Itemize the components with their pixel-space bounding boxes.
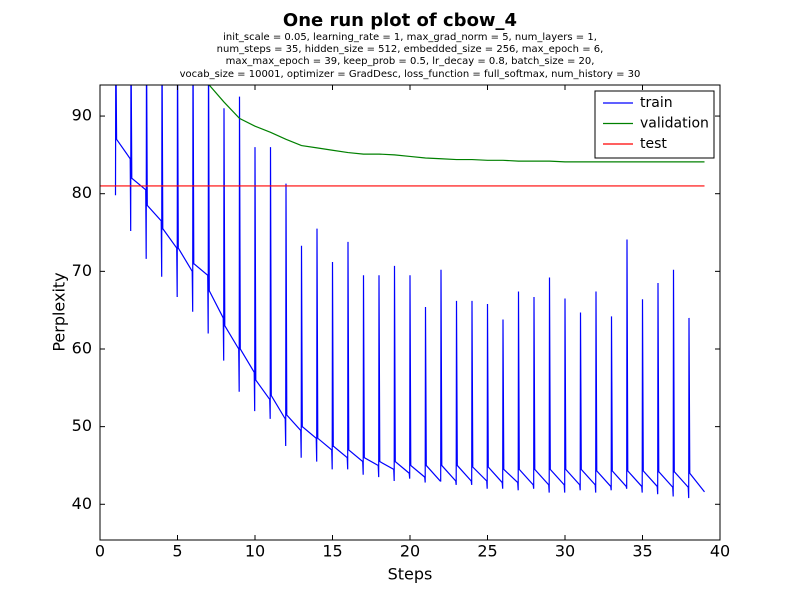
y-axis-label: Perplexity [50, 272, 69, 351]
x-tick-label: 10 [245, 542, 265, 561]
subtitle-line: vocab_size = 10001, optimizer = GradDesc… [180, 69, 641, 80]
legend-box [594, 90, 715, 159]
y-tick-label: 80 [72, 183, 92, 202]
x-tick-label: 30 [555, 542, 575, 561]
x-tick-label: 15 [322, 542, 342, 561]
x-tick-label: 40 [710, 542, 730, 561]
chart-title: One run plot of cbow_4 [283, 10, 517, 31]
x-tick-label: 35 [632, 542, 652, 561]
x-tick-label: 0 [95, 542, 105, 561]
legend-label: validation [640, 116, 709, 132]
subtitle-line: max_max_epoch = 39, keep_prob = 0.5, lr_… [226, 56, 595, 67]
x-tick-label: 25 [477, 542, 497, 561]
subtitle-line: num_steps = 35, hidden_size = 512, embed… [217, 44, 604, 55]
legend-label: train [640, 95, 673, 111]
x-axis-label: Steps [388, 565, 433, 584]
y-tick-label: 40 [72, 494, 92, 513]
legend-label: test [640, 136, 667, 152]
y-tick-label: 90 [72, 106, 92, 125]
series-line [114, 85, 705, 499]
plot-area [100, 85, 705, 499]
subtitle-line: init_scale = 0.05, learning_rate = 1, ma… [223, 32, 597, 43]
series-line [208, 85, 705, 163]
y-tick-label: 50 [72, 416, 92, 435]
y-tick-label: 70 [72, 261, 92, 280]
y-tick-label: 60 [72, 338, 92, 357]
x-tick-label: 20 [400, 542, 420, 561]
x-tick-label: 5 [172, 542, 182, 561]
